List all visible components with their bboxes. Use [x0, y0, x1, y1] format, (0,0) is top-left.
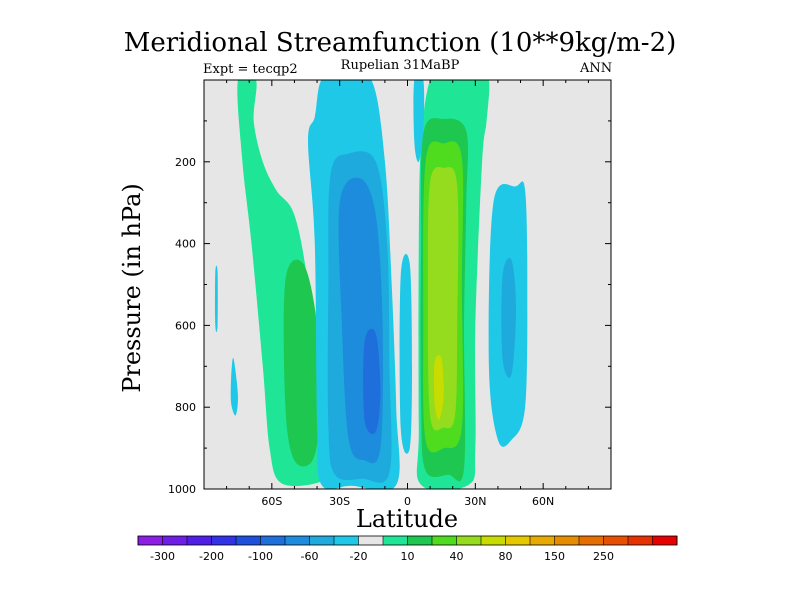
colorbar-swatch-1: [162, 536, 188, 545]
colorbar-swatch-19: [603, 536, 629, 545]
axis-ticks: [204, 80, 611, 490]
colorbar-swatch-10: [383, 536, 408, 545]
contour-regions: [215, 80, 528, 489]
colorbar-label: 80: [499, 550, 513, 563]
page-title: Meridional Streamfunction (10**9kg/m-2): [123, 28, 677, 58]
colorbar-label: -200: [199, 550, 224, 563]
colorbar-swatch-5: [260, 536, 286, 545]
x-axis-title: Latitude: [356, 505, 458, 533]
colorbar-label: -300: [150, 550, 175, 563]
contour-region-16: [215, 265, 218, 333]
contour-region-13: [501, 257, 516, 378]
period-label: ANN: [580, 61, 613, 76]
colorbar-swatch-8: [334, 536, 359, 545]
contour-region-1: [283, 259, 320, 467]
colorbar-swatch-2: [187, 536, 212, 545]
colorbar-swatch-20: [628, 536, 653, 545]
chart-subtitle: Rupelian 31MaBP: [340, 58, 460, 73]
colorbar-swatch-21: [652, 536, 678, 545]
colorbar-swatch-13: [456, 536, 482, 545]
contour-region-11: [433, 355, 444, 420]
colorbar-swatch-0: [138, 536, 163, 545]
contour-region-14: [413, 80, 425, 163]
x-tick-label: 0: [404, 495, 411, 508]
colorbar-swatch-7: [309, 536, 335, 545]
contour-region-5: [363, 328, 381, 435]
x-tick-label: 60N: [532, 495, 554, 508]
contour-region-15: [230, 357, 238, 416]
colorbar-swatch-18: [579, 536, 604, 545]
colorbar-swatch-11: [407, 536, 433, 545]
x-tick-label: 30N: [464, 495, 486, 508]
colorbar-label: -60: [301, 550, 319, 563]
colorbar-swatch-17: [554, 536, 580, 545]
colorbar-swatch-16: [530, 536, 555, 545]
y-tick-label: 600: [175, 319, 196, 332]
colorbar-swatch-14: [481, 536, 506, 545]
colorbar-swatch-12: [432, 536, 457, 545]
colorbar-swatch-6: [285, 536, 310, 545]
colorbar-label: -100: [248, 550, 273, 563]
tick-labels: 60S 30S 0 30N 60N 200 400 600 800 1000: [168, 156, 554, 508]
colorbar-label: 40: [450, 550, 464, 563]
y-tick-label: 1000: [168, 483, 196, 496]
colorbar-label: 250: [593, 550, 614, 563]
contour-region-6: [399, 254, 412, 454]
colorbar-label: 10: [401, 550, 415, 563]
colorbar: -300 -200 -100 -60 -20 10 40 80 150 250: [137, 535, 678, 563]
experiment-label: Expt = tecqp2: [203, 62, 298, 77]
colorbar-swatch-3: [211, 536, 237, 545]
y-tick-label: 400: [175, 238, 196, 251]
colorbar-swatch-15: [505, 536, 531, 545]
y-axis-title: Pressure (in hPa): [118, 183, 146, 393]
colorbar-swatch-4: [236, 536, 261, 545]
x-tick-label: 60S: [261, 495, 282, 508]
x-tick-label: 30S: [329, 495, 350, 508]
colorbar-swatch-9: [358, 536, 384, 545]
colorbar-label: -20: [350, 550, 368, 563]
y-tick-label: 200: [175, 156, 196, 169]
y-tick-label: 800: [175, 401, 196, 414]
colorbar-label: 150: [544, 550, 565, 563]
colorbar-frame: [137, 535, 678, 546]
